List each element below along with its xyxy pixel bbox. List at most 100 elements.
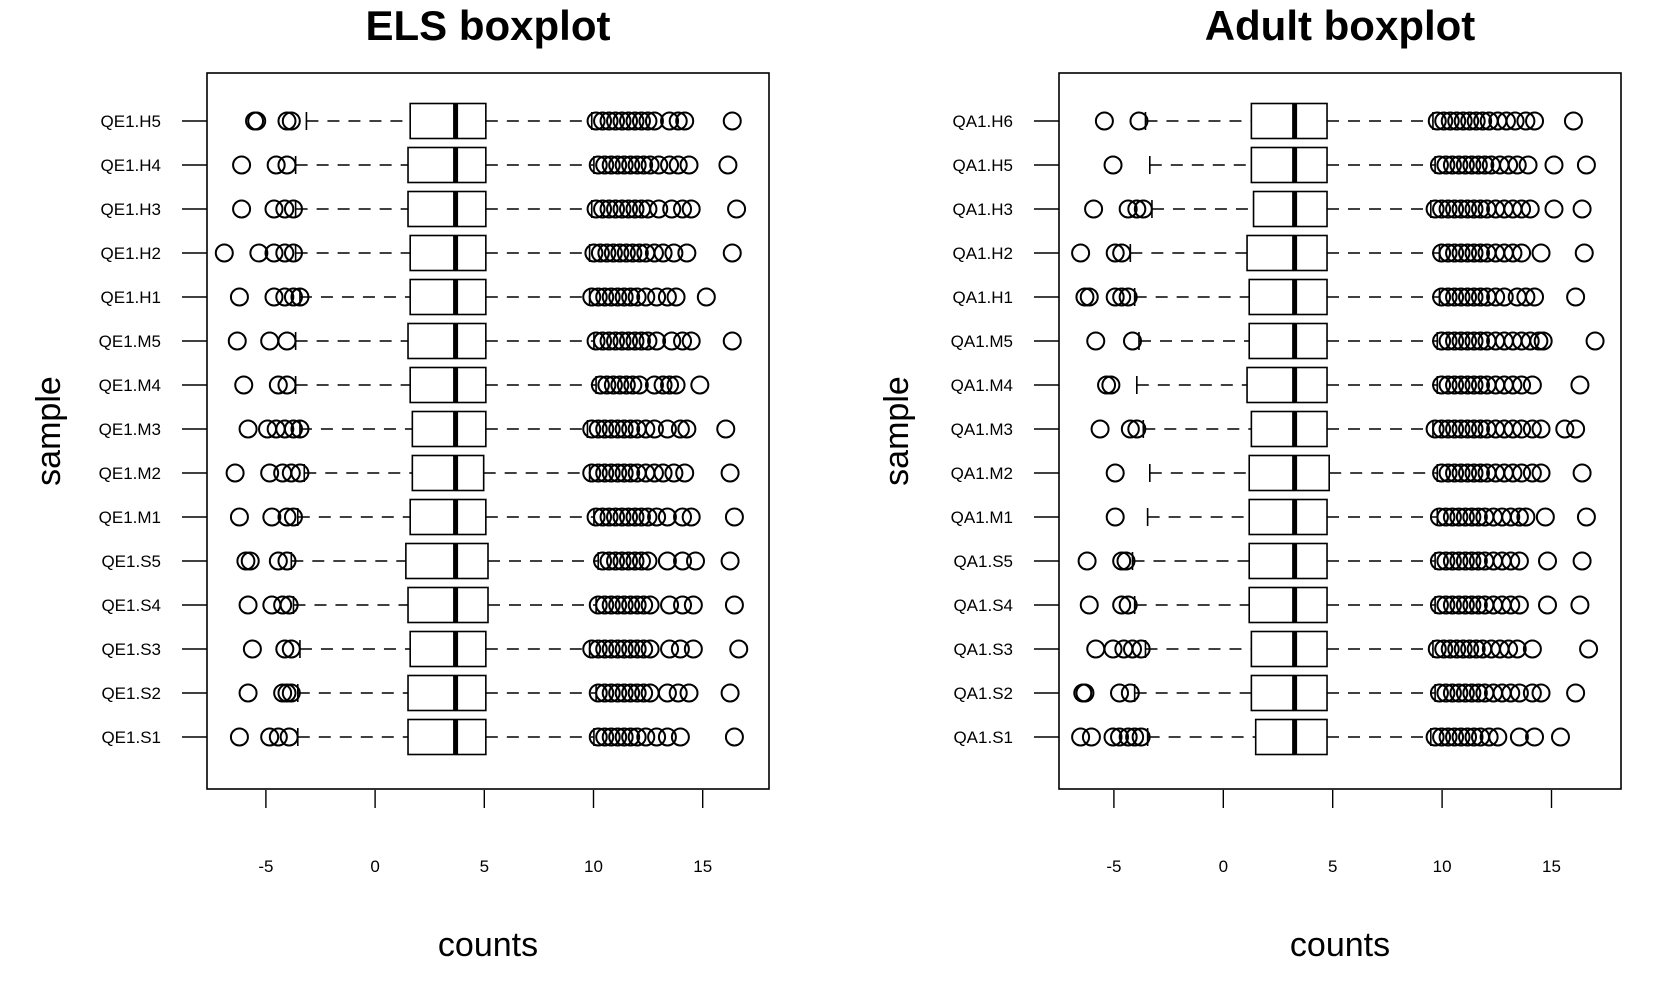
adult-outlier-point <box>1084 199 1104 219</box>
adult-sample-label: QA1.M5 <box>951 332 1013 351</box>
adult-outlier-point <box>1453 639 1473 659</box>
els-box-group: QE1.S1 <box>101 718 744 756</box>
els-outlier-point <box>625 331 645 351</box>
els-outlier-point <box>606 507 626 527</box>
adult-sample-label: QA1.M3 <box>951 420 1013 439</box>
adult-outlier-point <box>1475 155 1495 175</box>
els-outlier-point <box>262 507 282 527</box>
els-outlier-point <box>729 639 749 659</box>
els-plot-frame <box>206 72 770 790</box>
els-outlier-point <box>606 551 626 571</box>
adult-sample-label: QA1.H1 <box>953 288 1013 307</box>
els-outlier-point <box>625 111 645 131</box>
els-outlier-point <box>281 463 301 483</box>
adult-outlier-point <box>1555 419 1575 439</box>
adult-box <box>1250 410 1328 448</box>
adult-outlier-point <box>1427 111 1447 131</box>
els-outlier-point <box>595 595 615 615</box>
adult-outlier-point <box>1075 683 1095 703</box>
els-outlier-point <box>593 331 613 351</box>
els-outlier-point <box>662 331 682 351</box>
els-outlier-point <box>264 199 284 219</box>
els-box <box>407 322 487 360</box>
els-outlier-point <box>673 551 693 571</box>
adult-box <box>1248 586 1328 624</box>
els-outlier-point <box>260 331 280 351</box>
els-outlier-point <box>619 507 638 527</box>
els-outlier-point <box>660 639 680 659</box>
els-outlier-point <box>673 507 693 527</box>
adult-box <box>1246 234 1328 272</box>
adult-outlier-point <box>1522 463 1542 483</box>
els-outlier-point <box>668 683 688 703</box>
adult-outlier-point <box>1455 683 1475 703</box>
adult-sample-label: QA1.H2 <box>953 244 1013 263</box>
els-outlier-point <box>586 331 606 351</box>
els-box-group: QE1.S3 <box>101 630 749 668</box>
els-outlier-point <box>670 419 690 439</box>
adult-outlier-point <box>1086 331 1106 351</box>
els-outlier-point <box>681 199 701 219</box>
els-outlier-point <box>675 111 695 131</box>
adult-outlier-point <box>1438 331 1458 351</box>
els-outlier-point <box>722 111 742 131</box>
els-outlier-point <box>268 375 288 395</box>
adult-sample-label: QA1.S1 <box>953 728 1013 747</box>
adult-x-tick: 15 <box>1542 790 1561 876</box>
els-outlier-point <box>290 287 310 307</box>
els-box-group: QE1.S2 <box>101 674 740 712</box>
els-outlier-point <box>657 551 677 571</box>
els-outlier-point <box>638 551 658 571</box>
els-outlier-point <box>673 331 693 351</box>
adult-outlier-point <box>1112 595 1132 615</box>
els-outlier-point <box>677 243 697 263</box>
adult-outlier-point <box>1563 111 1583 131</box>
adult-outlier-point <box>1464 463 1484 483</box>
els-outlier-point <box>686 551 706 571</box>
adult-box-group: QA1.S5 <box>953 542 1592 580</box>
els-outlier-point <box>608 595 628 615</box>
adult-outlier-point <box>1129 111 1149 131</box>
els-sample-label: QE1.S5 <box>101 552 161 571</box>
els-outlier-point <box>608 155 628 175</box>
adult-outlier-point <box>1499 155 1519 175</box>
adult-outlier-point <box>1458 419 1478 439</box>
adult-outlier-point <box>1427 639 1447 659</box>
adult-box <box>1252 190 1328 228</box>
els-outlier-point <box>644 111 664 131</box>
els-outlier-point <box>238 683 258 703</box>
els-outlier-point <box>240 551 260 571</box>
els-box <box>407 146 487 184</box>
adult-outlier-point <box>1438 419 1458 439</box>
adult-outlier-point <box>1507 155 1527 175</box>
adult-outlier-point <box>1120 419 1140 439</box>
els-box <box>405 542 489 580</box>
els-outlier-point <box>283 243 303 263</box>
els-outlier-point <box>606 331 626 351</box>
adult-outlier-point <box>1468 155 1488 175</box>
adult-outlier-point <box>1118 595 1138 615</box>
els-box-group: QE1.M2 <box>99 454 740 492</box>
els-outlier-point <box>614 683 634 703</box>
adult-outlier-point <box>1127 419 1147 439</box>
adult-outlier-point <box>1425 199 1445 219</box>
els-outlier-point <box>621 155 641 175</box>
adult-outlier-point <box>1081 727 1101 747</box>
els-outlier-point <box>599 199 619 219</box>
adult-outlier-point <box>1438 287 1458 307</box>
els-outlier-point <box>277 683 297 703</box>
adult-outlier-point <box>1464 419 1484 439</box>
adult-outlier-point <box>1458 287 1478 307</box>
adult-outlier-point <box>1445 727 1465 747</box>
els-y-axis-label: sample <box>30 376 68 486</box>
els-outlier-point <box>627 287 647 307</box>
els-outlier-point <box>614 155 634 175</box>
adult-outlier-point <box>1449 595 1469 615</box>
adult-outlier-point <box>1531 243 1551 263</box>
adult-x-tick-label: 5 <box>1328 857 1337 876</box>
els-outlier-point <box>595 639 615 659</box>
els-outlier-point <box>666 375 686 395</box>
els-outlier-point <box>601 683 621 703</box>
els-outlier-point <box>260 463 280 483</box>
